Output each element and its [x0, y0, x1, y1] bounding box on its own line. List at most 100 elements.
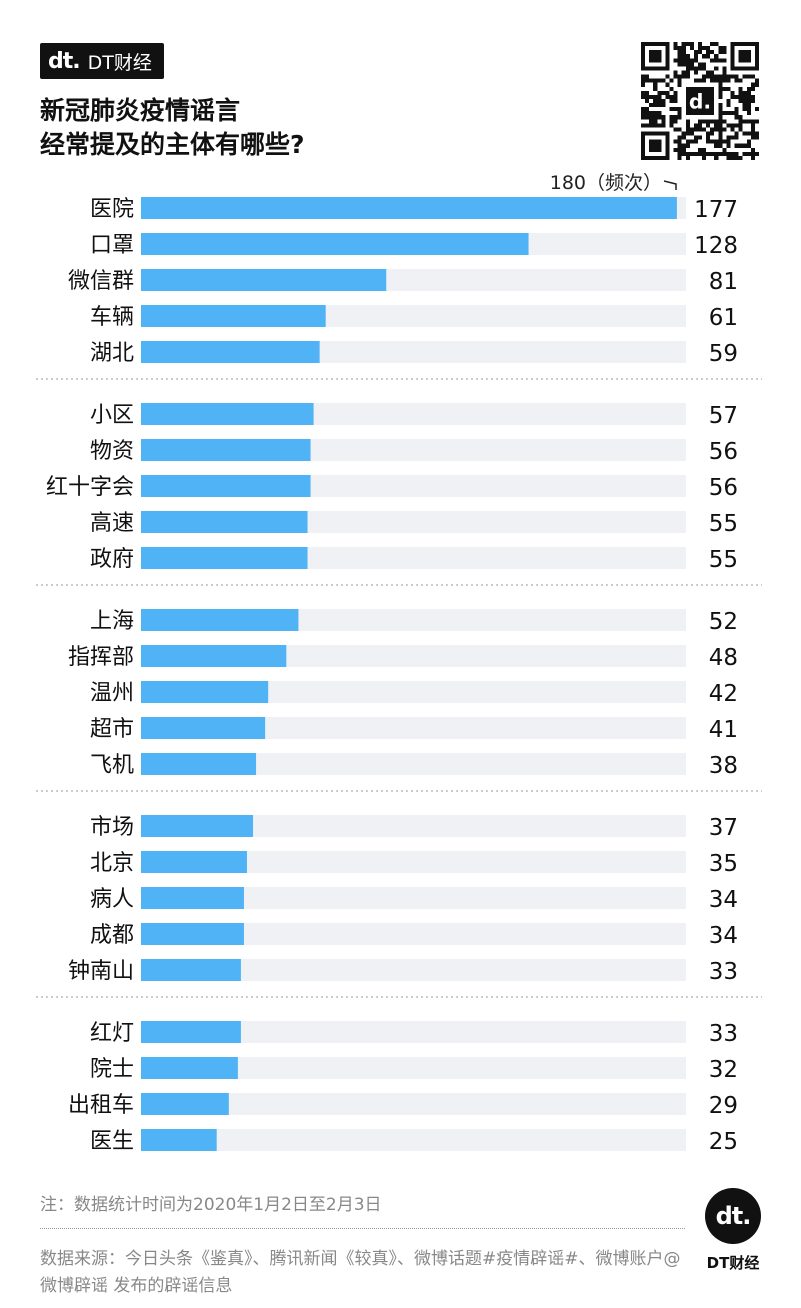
svg-text:d.: d.: [689, 89, 711, 113]
bar-track: [141, 959, 686, 981]
category-label: 病人: [90, 887, 134, 912]
bar-track: [141, 1021, 686, 1043]
category-label: 温州: [90, 681, 134, 706]
value-label: 35: [709, 851, 738, 877]
value-label: 52: [709, 609, 738, 635]
axis-max-label: 180（频次）: [550, 172, 662, 194]
category-label: 院士: [90, 1057, 134, 1082]
bar-track: [141, 1093, 686, 1115]
title-line-1: 新冠肺炎疫情谣言: [40, 96, 241, 125]
category-label: 红十字会: [46, 475, 134, 500]
bar: [141, 1021, 241, 1043]
brand-logo: dt. DT财经: [40, 43, 164, 79]
value-label: 37: [709, 815, 738, 841]
bar-track: [141, 1129, 686, 1151]
category-label: 上海: [90, 609, 134, 634]
category-label: 北京: [90, 851, 134, 876]
category-label: 湖北: [90, 341, 134, 366]
category-label: 车辆: [90, 305, 134, 330]
category-label: 红灯: [90, 1021, 134, 1046]
bar: [141, 923, 244, 945]
category-label: 高速: [90, 511, 134, 536]
bar: [141, 1129, 217, 1151]
bar: [141, 645, 287, 667]
bar-track: [141, 753, 686, 775]
category-label: 医生: [90, 1129, 134, 1154]
bar: [141, 1057, 238, 1079]
category-label: 政府: [90, 547, 134, 572]
value-label: 59: [709, 341, 738, 367]
footnote-divider: [40, 1228, 685, 1229]
value-label: 177: [694, 197, 738, 223]
value-label: 55: [709, 547, 738, 573]
bar: [141, 547, 308, 569]
value-label: 34: [709, 887, 738, 913]
category-label: 市场: [90, 815, 134, 840]
bar-track: [141, 887, 686, 909]
value-label: 25: [709, 1129, 738, 1155]
value-label: 48: [709, 645, 738, 671]
brand-name: DT财经: [87, 51, 152, 74]
brand-badge-name: DT财经: [706, 1254, 760, 1272]
bar: [141, 403, 314, 425]
bar: [141, 439, 311, 461]
value-label: 29: [709, 1093, 738, 1119]
category-label: 医院: [90, 197, 134, 222]
category-label: 超市: [90, 717, 134, 742]
qr-code-icon: d.: [641, 42, 759, 160]
value-label: 56: [709, 475, 738, 501]
value-label: 128: [694, 233, 738, 259]
value-label: 33: [709, 959, 738, 985]
bar: [141, 305, 326, 327]
bar: [141, 1093, 229, 1115]
bar: [141, 887, 244, 909]
bar: [141, 717, 266, 739]
category-label: 出租车: [68, 1093, 134, 1118]
bar: [141, 475, 311, 497]
value-label: 61: [709, 305, 738, 331]
category-label: 飞机: [90, 753, 134, 778]
bar: [141, 609, 299, 631]
axis-max-pointer: [663, 180, 677, 190]
bar: [141, 341, 320, 363]
category-label: 成都: [90, 923, 134, 948]
source-text: 数据来源：今日头条《鉴真》、腾讯新闻《较真》、微博话题#疫情辟谣#、微博账户@微…: [40, 1249, 681, 1296]
bar: [141, 815, 254, 837]
category-label: 物资: [90, 439, 134, 464]
bar-track: [141, 923, 686, 945]
category-label: 口罩: [90, 233, 134, 258]
bar: [141, 197, 677, 219]
value-label: 57: [709, 403, 738, 429]
category-label: 指挥部: [68, 645, 134, 670]
value-label: 56: [709, 439, 738, 465]
brand-badge-icon: dt.: [705, 1188, 761, 1244]
bar: [141, 511, 308, 533]
value-label: 33: [709, 1021, 738, 1047]
bar: [141, 681, 269, 703]
bar-track: [141, 815, 686, 837]
bar: [141, 851, 247, 873]
value-label: 81: [709, 269, 738, 295]
footnote: 注：数据统计时间为2020年1月2日至2月3日: [40, 1195, 382, 1215]
value-label: 42: [709, 681, 738, 707]
value-label: 34: [709, 923, 738, 949]
bar: [141, 959, 241, 981]
bar-track: [141, 681, 686, 703]
bar: [141, 753, 257, 775]
bar-track: [141, 1057, 686, 1079]
value-label: 41: [709, 717, 738, 743]
brand-mark: dt.: [48, 48, 81, 74]
value-label: 38: [709, 753, 738, 779]
title-line-2: 经常提及的主体有哪些?: [40, 130, 305, 159]
category-label: 小区: [90, 403, 134, 428]
bar: [141, 269, 387, 291]
bar: [141, 233, 529, 255]
value-label: 32: [709, 1057, 738, 1083]
brand-badge-mark: dt.: [715, 1202, 752, 1230]
value-label: 55: [709, 511, 738, 537]
chart-title: 新冠肺炎疫情谣言 经常提及的主体有哪些?: [40, 94, 305, 162]
category-label: 钟南山: [68, 959, 134, 984]
bar-track: [141, 717, 686, 739]
bar-track: [141, 851, 686, 873]
